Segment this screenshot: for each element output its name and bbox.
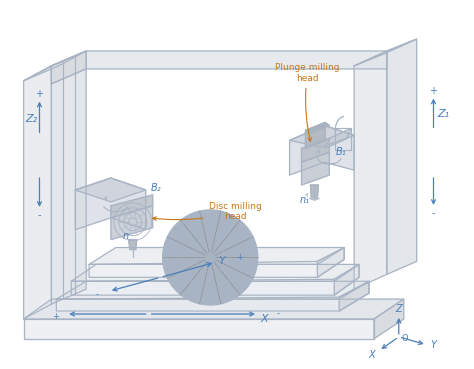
Polygon shape — [301, 138, 329, 162]
Polygon shape — [305, 123, 329, 133]
Text: +: + — [429, 86, 438, 96]
Polygon shape — [75, 178, 146, 230]
Text: O: O — [401, 334, 408, 343]
Circle shape — [163, 210, 258, 305]
Polygon shape — [89, 248, 344, 277]
Polygon shape — [129, 239, 137, 249]
Polygon shape — [24, 51, 86, 81]
Polygon shape — [75, 178, 146, 202]
Polygon shape — [24, 66, 51, 319]
Polygon shape — [354, 51, 387, 289]
Polygon shape — [51, 51, 86, 84]
Polygon shape — [24, 299, 404, 319]
Polygon shape — [56, 281, 369, 299]
Text: Plunge milling
head: Plunge milling head — [275, 63, 340, 141]
Polygon shape — [89, 248, 344, 265]
Polygon shape — [56, 281, 369, 311]
Polygon shape — [290, 125, 354, 175]
Polygon shape — [325, 128, 351, 148]
Polygon shape — [111, 195, 153, 218]
Polygon shape — [24, 319, 374, 339]
Text: -: - — [276, 310, 279, 318]
Text: -: - — [432, 208, 435, 218]
Polygon shape — [387, 39, 417, 274]
Text: n₁: n₁ — [300, 195, 310, 205]
Polygon shape — [334, 265, 359, 295]
Text: -: - — [38, 210, 41, 220]
Text: B₂: B₂ — [150, 183, 161, 193]
Text: Y: Y — [430, 340, 437, 350]
Text: X: X — [261, 314, 269, 324]
Polygon shape — [111, 206, 153, 239]
Polygon shape — [51, 51, 387, 84]
Text: +: + — [36, 89, 44, 99]
Polygon shape — [51, 51, 86, 304]
Text: Z₂: Z₂ — [26, 114, 37, 124]
Polygon shape — [318, 248, 344, 277]
Polygon shape — [374, 299, 404, 339]
Text: Disc milling
head: Disc milling head — [153, 202, 261, 221]
Polygon shape — [290, 125, 354, 147]
Polygon shape — [339, 281, 369, 311]
Polygon shape — [305, 123, 325, 148]
Text: X: X — [369, 350, 375, 360]
Polygon shape — [301, 152, 329, 185]
Polygon shape — [310, 185, 319, 198]
Text: Z: Z — [395, 304, 402, 314]
Polygon shape — [71, 265, 359, 281]
Text: Z₁: Z₁ — [438, 108, 449, 118]
Polygon shape — [354, 39, 417, 66]
Text: Y: Y — [219, 256, 226, 266]
Text: B₁: B₁ — [336, 147, 346, 157]
Text: -: - — [96, 290, 99, 299]
Text: +: + — [52, 313, 59, 321]
Polygon shape — [71, 265, 359, 295]
Text: +: + — [237, 253, 244, 262]
Text: n: n — [123, 231, 129, 241]
